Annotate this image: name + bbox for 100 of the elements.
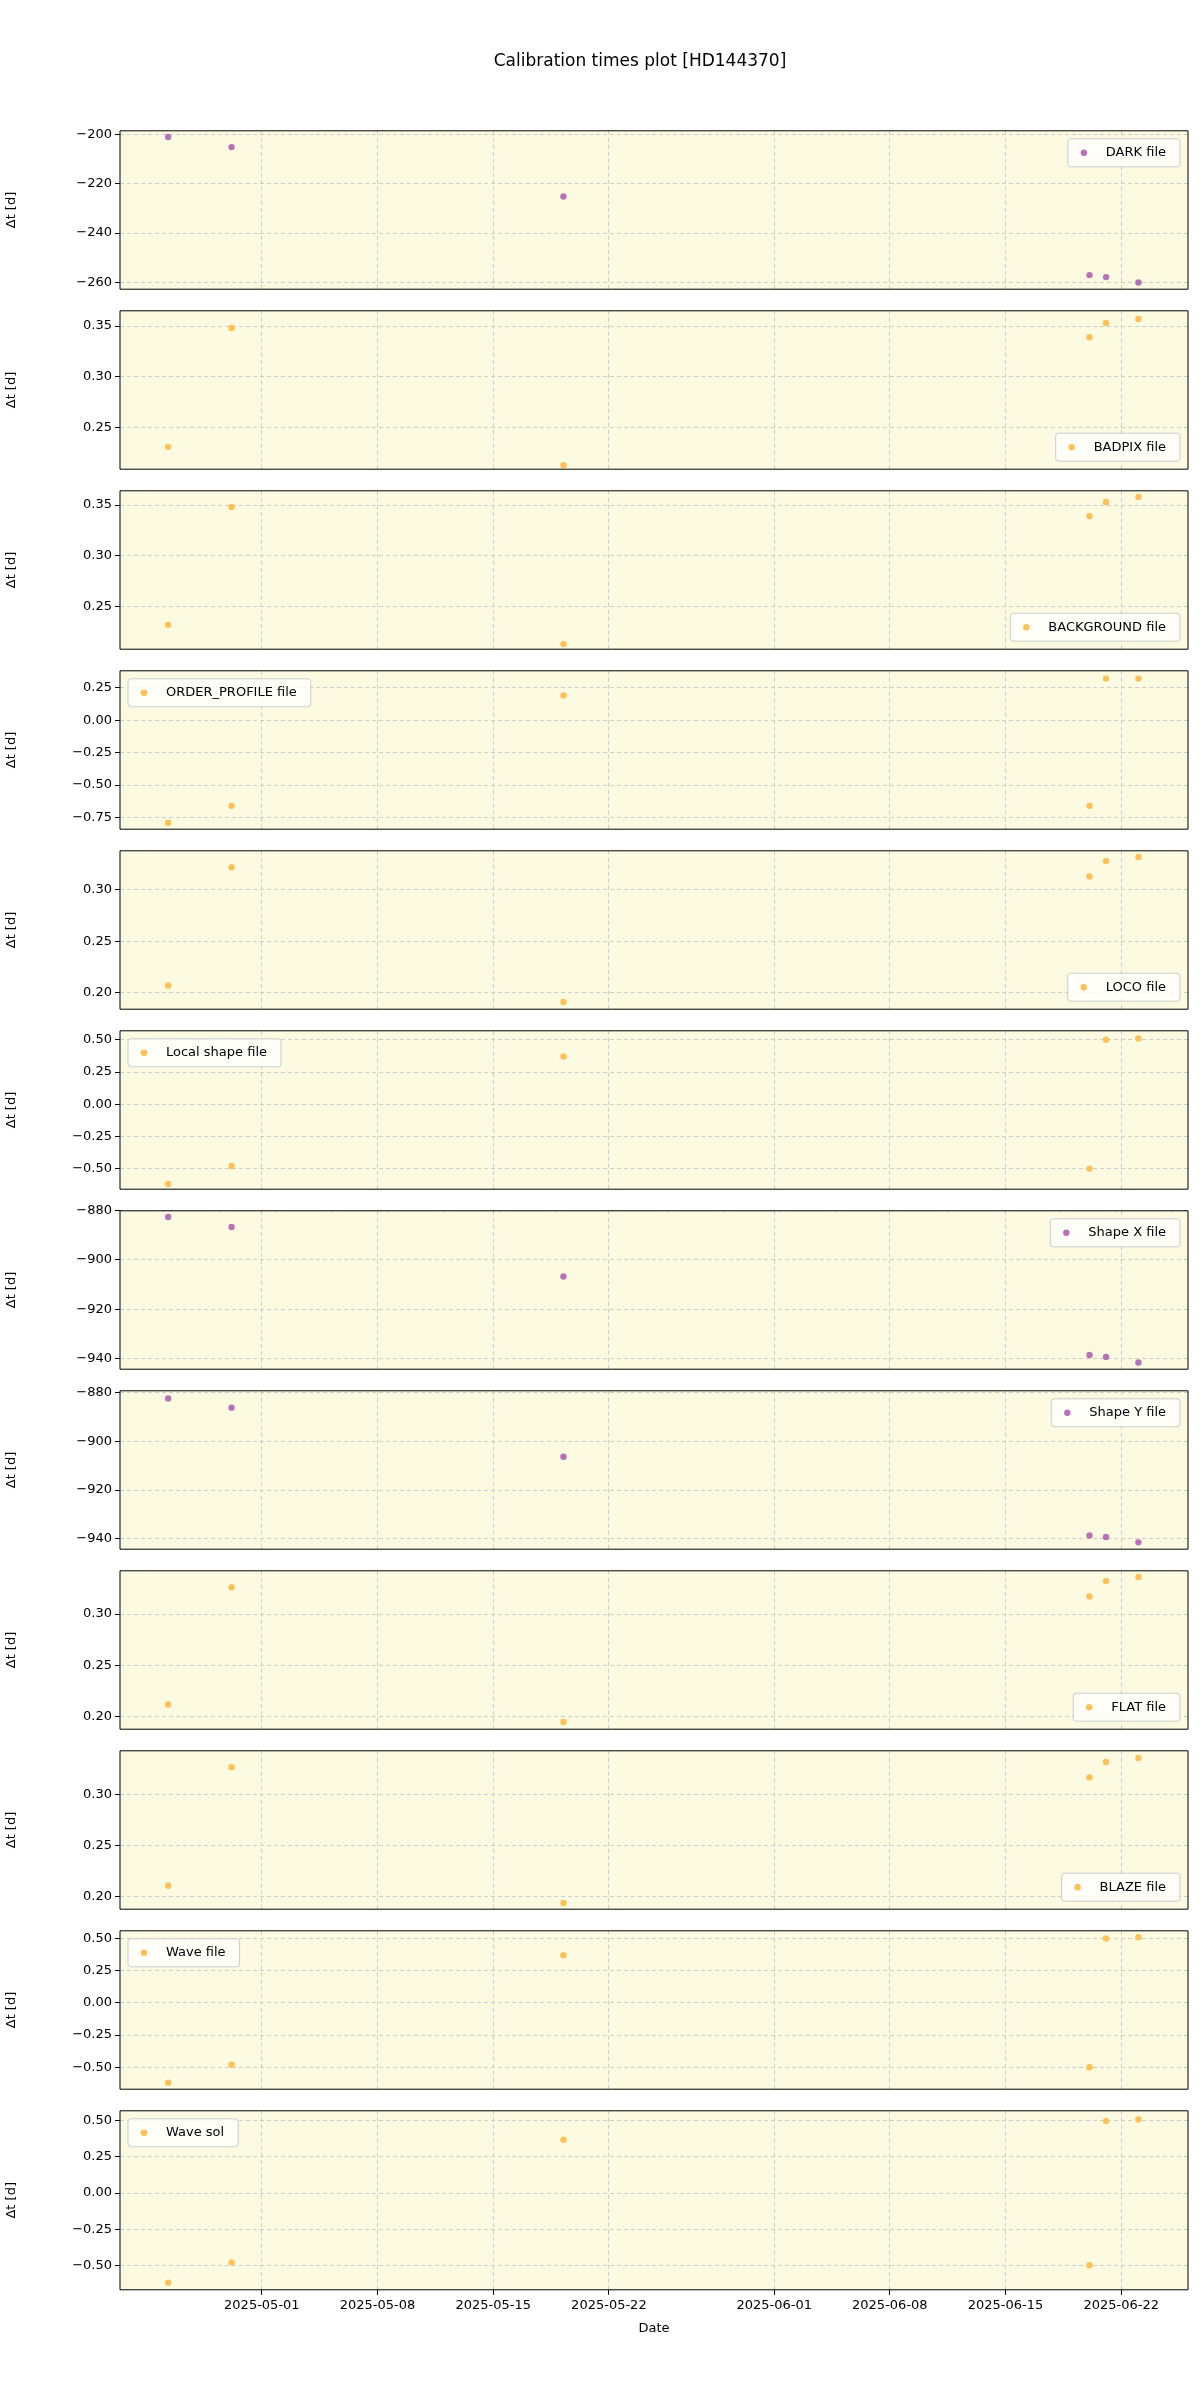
legend-label: Wave sol (166, 2124, 225, 2140)
point (1086, 1593, 1093, 1600)
y-tick-label: 0.25 (83, 1837, 112, 1853)
y-tick-label: −0.50 (72, 2256, 112, 2272)
x-tick-label: 2025-05-22 (571, 2296, 647, 2312)
y-tick-label: −200 (76, 125, 112, 141)
y-tick-label: 0.25 (83, 1962, 112, 1978)
point (1135, 1539, 1142, 1546)
point (560, 1053, 567, 1060)
point (1135, 2116, 1142, 2123)
x-tick-label: 2025-06-15 (967, 2296, 1044, 2312)
y-tick-label: 0.20 (83, 1708, 112, 1724)
legend-label: DARK file (1105, 144, 1167, 160)
point (1102, 2117, 1110, 2125)
point (1102, 1353, 1110, 1361)
y-tick-label: 0.20 (83, 984, 112, 1000)
point (560, 998, 567, 1006)
x-axis-title: Date (638, 2319, 670, 2335)
point (1086, 1165, 1093, 1172)
point (1135, 279, 1142, 286)
point (228, 1162, 235, 1170)
point (165, 1213, 172, 1221)
y-tick-label: −0.50 (72, 1159, 112, 1175)
point (1086, 1532, 1093, 1539)
point (228, 2061, 235, 2068)
point (560, 1273, 567, 1280)
x-tick-label: 2025-05-01 (224, 2296, 300, 2312)
point (228, 1584, 235, 1591)
y-tick-label: 0.30 (83, 1786, 112, 1802)
x-tick-label: 2025-06-01 (736, 2296, 812, 2312)
legend-label: Wave file (166, 1944, 226, 1960)
point (560, 1718, 567, 1726)
y-axis-title: Δt [d] (3, 1091, 19, 1129)
point (1086, 334, 1093, 341)
point (560, 1453, 567, 1460)
point (1135, 1754, 1142, 1762)
y-tick-label: −880 (76, 1383, 112, 1399)
x-tick-label: 2025-06-22 (1083, 2296, 1159, 2312)
legend-label: BADPIX file (1093, 438, 1167, 454)
y-tick-label: 0.25 (83, 418, 112, 434)
point (228, 1223, 235, 1231)
y-tick-label: 0.25 (83, 679, 112, 695)
point (560, 193, 567, 200)
point (1102, 1758, 1110, 1766)
y-tick-label: −0.25 (72, 1127, 112, 1143)
y-tick-label: 0.30 (83, 368, 112, 384)
point (1135, 493, 1142, 501)
point (228, 2259, 235, 2266)
point (1086, 512, 1093, 520)
legend-label: ORDER_PROFILE file (166, 684, 297, 700)
y-axis-title: Δt [d] (3, 2182, 19, 2219)
point (1135, 853, 1142, 861)
point (165, 2079, 172, 2086)
point (1086, 1351, 1093, 1359)
point (1102, 1533, 1110, 1541)
point (1135, 1359, 1142, 1366)
chart-title: Calibration times plot [HD144370] (492, 49, 788, 72)
y-tick-label: −900 (76, 1251, 112, 1267)
legend-label: BLAZE file (1099, 1878, 1166, 1894)
y-tick-label: 0.35 (83, 317, 112, 333)
y-tick-label: 0.25 (83, 932, 112, 948)
point (165, 443, 172, 451)
point (1086, 873, 1093, 880)
point (560, 1952, 567, 1959)
legend-label: LOCO file (1105, 978, 1167, 994)
point (165, 1701, 172, 1708)
y-axis-title: Δt [d] (3, 191, 19, 229)
y-tick-label: −260 (76, 273, 112, 289)
x-tick-label: 2025-05-08 (339, 2296, 416, 2312)
y-tick-label: −220 (76, 175, 112, 191)
y-tick-label: −940 (76, 1530, 112, 1546)
y-tick-label: 0.25 (83, 597, 112, 613)
x-tick-label: 2025-05-15 (455, 2296, 531, 2312)
y-tick-label: −920 (76, 1300, 112, 1316)
point (228, 143, 235, 151)
y-tick-label: 0.00 (83, 1994, 112, 2010)
y-tick-label: −0.50 (72, 2058, 112, 2074)
point (1135, 1934, 1142, 1941)
point (560, 640, 567, 648)
y-tick-label: −0.75 (72, 808, 112, 824)
y-axis-title: Δt [d] (3, 1451, 19, 1489)
y-tick-label: −0.25 (72, 2026, 112, 2042)
point (560, 692, 567, 699)
legend-label: FLAT file (1111, 1698, 1167, 1714)
y-tick-label: 0.25 (83, 1063, 112, 1079)
y-tick-label: −0.25 (72, 2220, 112, 2236)
y-tick-label: −0.25 (72, 743, 112, 759)
y-tick-label: 0.30 (83, 547, 112, 563)
point (1086, 802, 1093, 810)
point (1102, 1036, 1110, 1044)
y-axis-title: Δt [d] (3, 911, 19, 949)
point (1086, 2262, 1093, 2269)
point (228, 864, 235, 871)
y-tick-label: 0.20 (83, 1888, 112, 1904)
legend-label: Shape Y file (1089, 1404, 1167, 1420)
y-tick-label: 0.00 (83, 1095, 112, 1111)
y-tick-label: 0.50 (83, 2112, 112, 2128)
point (228, 1404, 235, 1411)
y-tick-label: −920 (76, 1481, 112, 1497)
point (1086, 271, 1093, 279)
